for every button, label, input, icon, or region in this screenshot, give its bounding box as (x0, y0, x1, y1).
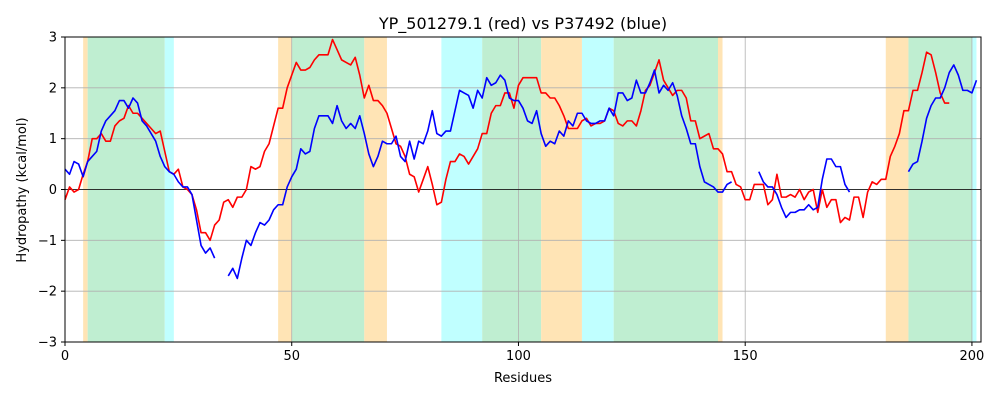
y-tick-label: −1 (38, 234, 57, 249)
series-1-line-segment-3 (907, 64, 978, 173)
series-lines (64, 38, 978, 280)
y-tick-label: 0 (49, 183, 57, 198)
x-tick-label: 200 (960, 349, 985, 364)
y-tick-label: 3 (49, 31, 57, 46)
x-axis-label: Residues (494, 371, 552, 386)
series-1-line-segment-2 (758, 158, 851, 219)
chart-title: YP_501279.1 (red) vs P37492 (blue) (378, 14, 667, 34)
x-tick-label: 100 (506, 349, 531, 364)
series-1-line-segment-1 (227, 69, 732, 280)
y-tick-label: 2 (49, 81, 57, 96)
x-tick-label: 50 (283, 349, 300, 364)
x-tick-label: 150 (733, 349, 758, 364)
x-tick-label: 0 (61, 349, 69, 364)
series-1-line-segment-0 (64, 97, 216, 259)
series-0-line-segment-0 (64, 38, 950, 242)
y-tick-label: −2 (38, 285, 57, 300)
x-axis-ticks: 0 50 100 150 200 (61, 342, 984, 364)
y-axis-ticks: −3 −2 −1 0 1 2 3 (38, 31, 65, 351)
y-tick-label: −3 (38, 336, 57, 351)
y-tick-label: 1 (49, 132, 57, 147)
y-axis-label: Hydropathy (kcal/mol) (15, 117, 30, 262)
